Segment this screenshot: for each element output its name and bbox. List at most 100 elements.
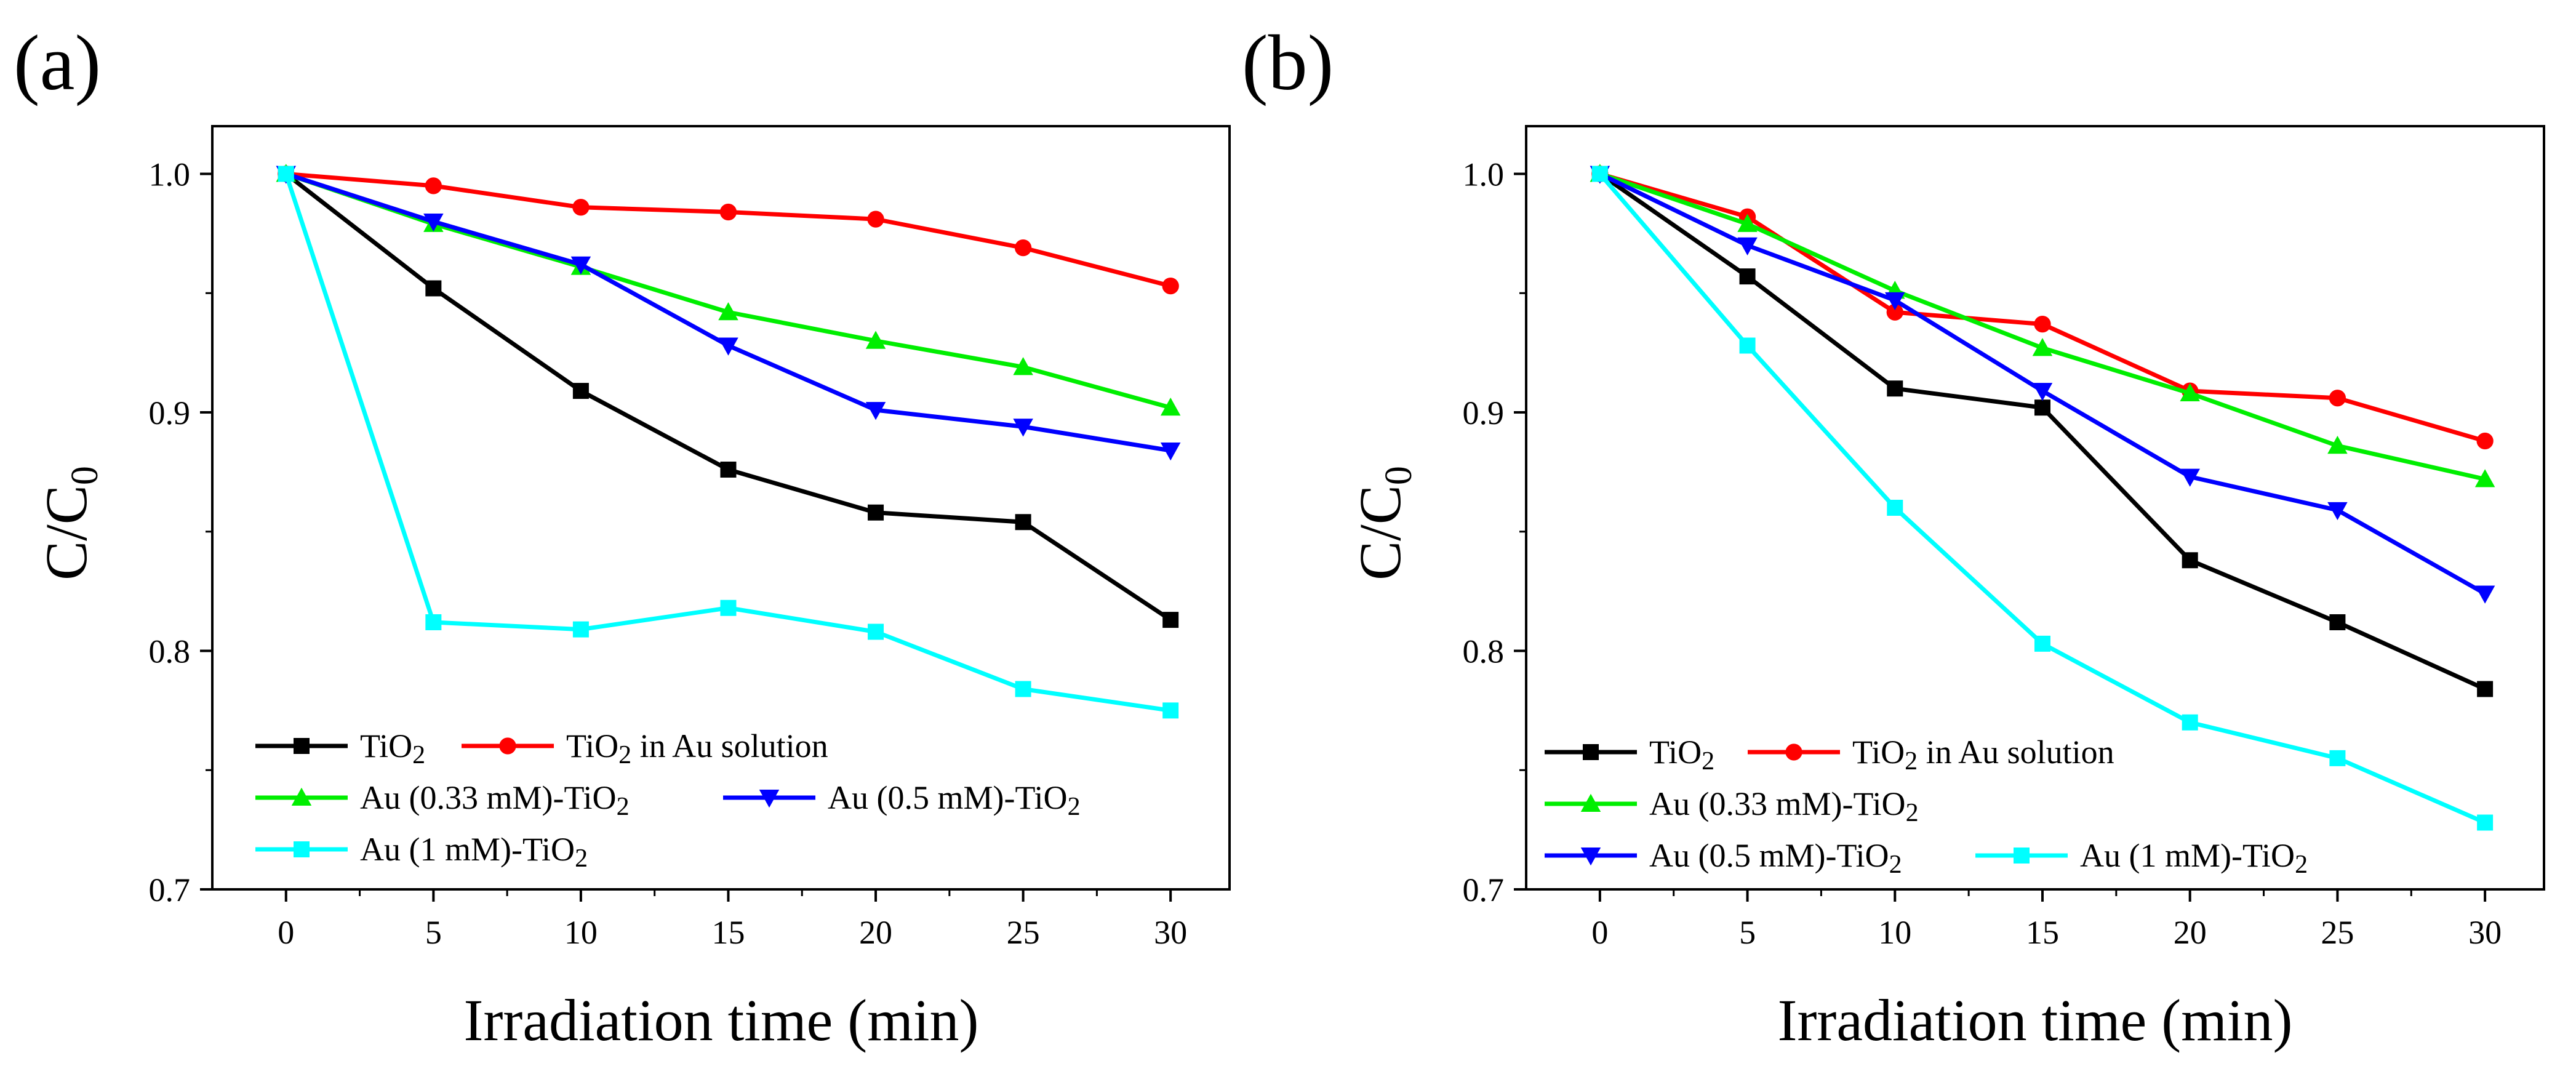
data-point [1015,681,1031,697]
series-1 [1591,166,2494,697]
legend-item: Au (0.33 mM)-TiO2 [255,779,630,821]
x-tick-label: 20 [859,914,892,951]
data-point [2180,468,2200,487]
x-tick-label: 10 [564,914,598,951]
legend-swatch-marker [1580,793,1601,812]
legend-swatch-marker [1580,848,1601,866]
data-point [425,614,442,630]
series-line [1598,172,2486,825]
legend-item: Au (0.5 mM)-TiO2 [1545,837,1902,879]
x-tick-label: 15 [2026,914,2059,951]
legend-item: Au (0.33 mM)-TiO2 [1545,785,1919,827]
data-point [572,383,589,399]
legend-swatch-marker [759,790,780,808]
data-point [2034,399,2050,416]
legend-label: Au (0.5 mM)-TiO2 [1649,837,1902,879]
x-tick-label: 30 [2468,914,2502,951]
data-point [1014,239,1032,257]
plot-frame [1525,125,2545,891]
legend: TiO2 TiO2 in Au solution Au (0.33 mM)-TiO2… [1545,734,2308,879]
data-point [570,256,591,275]
data-point [2476,432,2494,450]
data-point [2182,552,2198,569]
legend-label: TiO2 in Au solution [1852,734,2114,775]
data-point [423,214,444,232]
x-tick-label: 15 [711,914,745,951]
data-point [868,504,884,521]
data-point [2180,383,2200,401]
data-point [2329,390,2346,407]
legend-label: Au (1 mM)-TiO2 [2080,837,2308,879]
x-tick-label: 25 [2321,914,2354,951]
legend-label: Au (0.5 mM)-TiO2 [828,779,1081,821]
data-point [572,621,589,638]
series-5 [1591,166,2494,831]
legend-swatch-marker [1583,744,1599,760]
data-point [720,462,737,478]
data-point [1886,303,1903,321]
y-tick-label: 1.0 [1463,156,1505,193]
series-line [286,172,1172,289]
data-point [2182,714,2198,731]
data-point [425,280,442,297]
y-tick-label: 0.7 [1463,872,1505,908]
y-tick-label: 0.8 [149,633,191,670]
x-tick-label: 5 [425,914,442,951]
panel-label: (b) [1242,19,1334,106]
data-point [867,210,884,228]
data-point [720,599,737,616]
x-axis-label: Irradiation time (min) [463,987,978,1053]
x-axis-label: Irradiation time (min) [1777,987,2292,1053]
series-line [1598,172,2486,691]
data-point [865,331,886,349]
data-point [1013,419,1033,437]
data-point [2327,502,2348,521]
x-tick-label: 20 [2174,914,2207,951]
data-point [1737,237,1758,255]
data-point [2032,383,2053,401]
legend-item: Au (1 mM)-TiO2 [1975,837,2308,879]
x-tick-label: 0 [278,914,294,951]
data-point [2329,614,2346,630]
series-line [284,173,1171,713]
data-point [1015,514,1031,531]
legend-label: Au (0.33 mM)-TiO2 [360,779,630,821]
legend-item: TiO2 [255,727,425,769]
data-point [2327,436,2348,454]
data-point [1013,357,1033,375]
data-point [719,203,737,221]
legend-item: TiO2 in Au solution [1748,734,2114,775]
legend-swatch-marker [499,737,516,755]
data-point [1885,292,1905,311]
legend-label: TiO2 [1649,734,1714,775]
data-point [1739,337,1756,354]
x-tick-label: 0 [1591,914,1608,951]
legend-item: Au (1 mM)-TiO2 [255,831,588,873]
legend-swatch-marker [294,841,310,857]
data-point [1162,702,1179,719]
data-point [868,623,884,640]
data-point [2329,750,2346,766]
x-tick-label: 30 [1154,914,1187,951]
legend-item: TiO2 [1545,734,1714,775]
y-tick-label: 0.9 [149,395,191,431]
legend-item: TiO2 in Au solution [462,727,828,769]
legend-label: TiO2 [360,727,425,769]
legend: TiO2 TiO2 in Au solution Au (0.33 mM)-TiO2… [255,727,1081,873]
data-point [2034,635,2050,652]
x-tick-label: 25 [1007,914,1040,951]
y-tick-label: 1.0 [149,156,191,193]
data-point [1162,612,1179,628]
legend-label: Au (0.33 mM)-TiO2 [1649,785,1919,827]
panel-b: (b) 0 5 10 15 20 25 30 0.7 0.8 0.9 1.0 Irradiation t… [1242,19,2545,1053]
data-point [2474,585,2495,604]
x-tick-label: 10 [1878,914,1911,951]
legend-label: TiO2 in Au solution [566,727,828,769]
y-tick-label: 0.8 [1463,633,1505,670]
data-point [1162,277,1179,295]
y-axis-label: C/C0 [1347,466,1420,580]
legend-label: Au (1 mM)-TiO2 [360,831,588,873]
data-point [2474,469,2495,487]
panel-a: (a) 0 5 10 15 20 25 30 0.7 0.8 0.9 1.0 Irradiation t… [14,19,1231,1053]
data-point [572,199,590,216]
